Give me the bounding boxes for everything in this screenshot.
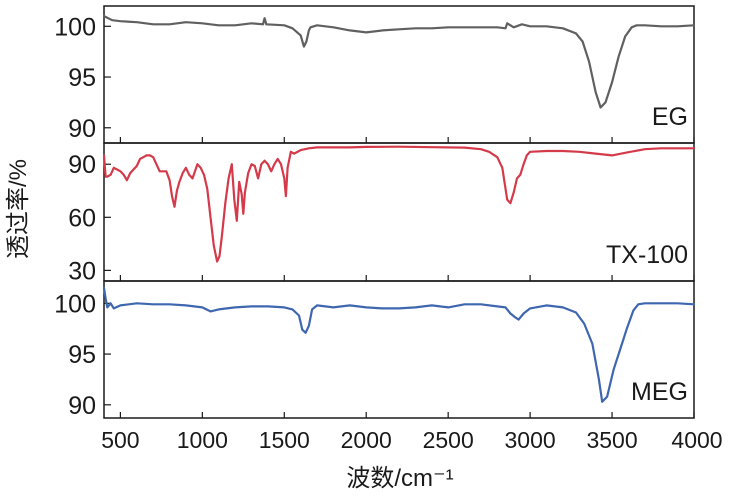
series-line-meg: [102, 287, 696, 403]
x-tick-label: 2500: [423, 427, 474, 453]
panel-label: TX-100: [606, 241, 688, 269]
y-tick-label: 30: [68, 257, 96, 285]
panel-frame: [103, 5, 695, 144]
y-tick-label: 100: [54, 13, 96, 41]
x-tick-label: 4000: [671, 427, 722, 453]
panel-eg: 90 95 100 EG: [54, 5, 696, 144]
series-line-tx-100: [102, 145, 696, 263]
y-tick-label: 90: [68, 115, 96, 143]
x-tick-label: 500: [101, 427, 139, 453]
panel-tx-100: 30 60 90 TX-100: [68, 142, 696, 285]
y-tick-label: 90: [68, 392, 96, 420]
panel-meg: 90 95 100 MEG: [54, 280, 696, 420]
x-tick-label: 1000: [177, 427, 228, 453]
x-axis: 500 1000 1500 2000 2500 3000 3500 4000: [101, 427, 722, 453]
y-tick-label: 60: [68, 204, 96, 232]
x-tick-label: 1500: [259, 427, 310, 453]
y-tick-label: 95: [68, 64, 96, 92]
y-tick-label: 95: [68, 341, 96, 369]
y-axis-title: 透过率/%: [5, 159, 32, 259]
panels-layer: 90 95 100 EG 30 60 90 TX-100 90 95 100 MEG: [54, 5, 696, 420]
y-tick-label: 90: [68, 151, 96, 179]
panel-frame: [103, 280, 695, 419]
x-tick-label: 2000: [341, 427, 392, 453]
x-tick-label: 3500: [586, 427, 637, 453]
x-axis-title: 波数/cm⁻¹: [346, 465, 453, 492]
y-tick-label: 100: [54, 290, 96, 318]
series-line-eg: [102, 15, 696, 109]
panel-label: EG: [652, 103, 688, 131]
panel-label: MEG: [631, 378, 688, 406]
x-tick-label: 3000: [505, 427, 556, 453]
